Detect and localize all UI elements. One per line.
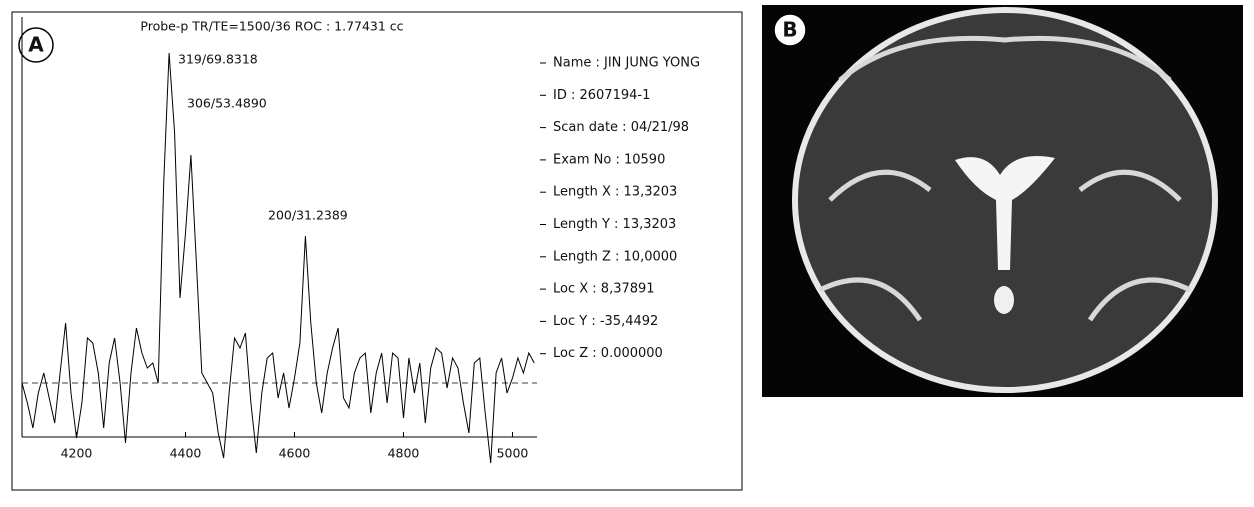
info-text: Loc Y : -35,4492 bbox=[553, 314, 658, 329]
mri-fourth-ventricle bbox=[994, 286, 1014, 314]
info-text: ID : 2607194-1 bbox=[553, 88, 650, 103]
info-text: Loc X : 8,37891 bbox=[553, 282, 655, 297]
peak-annotation: 319/69.8318 bbox=[178, 52, 258, 67]
figure: Probe-p TR/TE=1500/36 ROC : 1.77431 cc A… bbox=[0, 0, 1254, 503]
info-text: Length X : 13,3203 bbox=[553, 185, 677, 200]
spectrum-line bbox=[22, 53, 534, 463]
info-text: Name : JIN JUNG YONG bbox=[553, 56, 700, 71]
info-text: Length Y : 13,3203 bbox=[553, 217, 676, 232]
x-tick-label: 4800 bbox=[388, 446, 420, 461]
info-text: Loc Z : 0.000000 bbox=[553, 346, 663, 361]
info-text: Exam No : 10590 bbox=[553, 152, 665, 167]
info-text: Length Z : 10,0000 bbox=[553, 249, 677, 264]
peak-annotation: 200/31.2389 bbox=[268, 208, 348, 223]
x-tick-label: 4200 bbox=[61, 446, 93, 461]
peak-annotation: 306/53.4890 bbox=[187, 96, 267, 111]
x-tick-label: 4600 bbox=[279, 446, 311, 461]
info-text: Scan date : 04/21/98 bbox=[553, 120, 689, 135]
chart-title: Probe-p TR/TE=1500/36 ROC : 1.77431 cc bbox=[140, 19, 403, 34]
x-tick-label: 5000 bbox=[497, 446, 529, 461]
panel-label: A bbox=[28, 33, 44, 57]
x-tick-label: 4400 bbox=[170, 446, 202, 461]
mri-image: B bbox=[762, 5, 1243, 397]
panel-label: B bbox=[782, 18, 797, 42]
